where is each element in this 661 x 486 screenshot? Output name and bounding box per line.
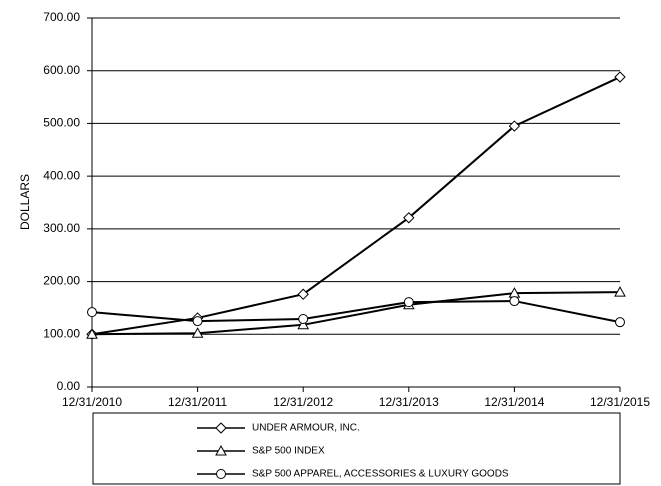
point <box>191 327 204 338</box>
x-tick-label: 12/31/2011 <box>168 395 227 409</box>
point <box>615 317 625 328</box>
line <box>91 291 621 336</box>
legend-box <box>92 412 621 485</box>
legend-marker <box>215 444 227 456</box>
legend-text: S&P 500 INDEX <box>252 446 325 457</box>
point <box>403 212 415 224</box>
point <box>403 297 414 308</box>
y-tick-label: 100.00 <box>43 326 80 340</box>
point <box>508 120 521 132</box>
x-tick-label: 12/31/2014 <box>484 395 544 409</box>
point <box>297 288 309 300</box>
x-tick-label: 12/31/2010 <box>62 395 122 409</box>
point <box>509 296 520 307</box>
line <box>91 300 621 324</box>
x-tick-label: 12/31/2013 <box>379 395 439 409</box>
y-tick-label: 300.00 <box>43 221 80 235</box>
point <box>192 316 203 327</box>
y-tick-label: 200.00 <box>43 274 80 288</box>
point <box>614 286 626 297</box>
point <box>297 318 310 330</box>
legend-text: UNDER ARMOUR, INC. <box>252 423 360 434</box>
y-tick-label: 700.00 <box>43 10 80 24</box>
line <box>91 76 621 336</box>
y-axis-label: DOLLARS <box>18 174 32 230</box>
point <box>614 71 626 83</box>
legend-marker <box>216 469 226 479</box>
y-tick-label: 400.00 <box>43 168 80 182</box>
y-tick-label: 600.00 <box>43 63 80 77</box>
x-tick-label: 12/31/2015 <box>590 395 650 409</box>
point <box>87 307 97 318</box>
point <box>86 328 98 339</box>
legend-marker <box>215 422 227 434</box>
y-tick-label: 500.00 <box>43 116 80 130</box>
point <box>298 313 309 324</box>
x-tick-label: 12/31/2012 <box>273 395 333 409</box>
y-tick-label: 0.00 <box>57 379 81 393</box>
legend-text: S&P 500 APPAREL, ACCESSORIES & LUXURY GO… <box>252 469 509 480</box>
